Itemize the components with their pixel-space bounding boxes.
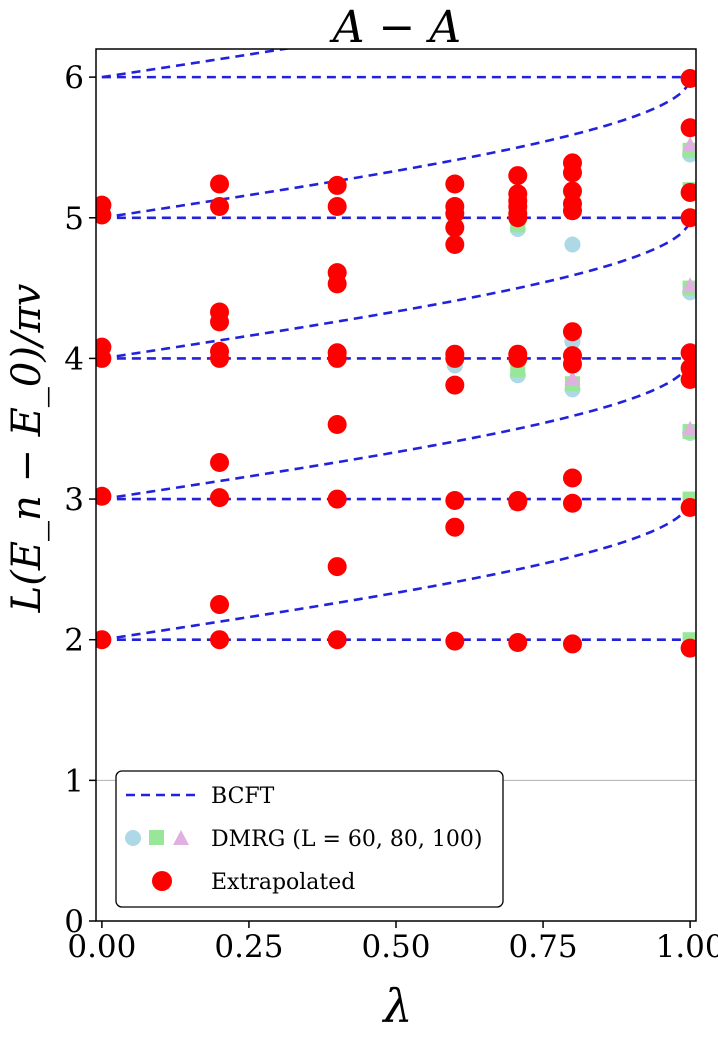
extrapolated-point — [680, 208, 696, 228]
extrapolated-point — [562, 346, 582, 366]
extrapolated-point — [680, 182, 696, 202]
legend-frame — [115, 770, 504, 908]
y-tick-label: 2 — [64, 623, 84, 659]
extrapolated-point — [327, 263, 347, 283]
extrapolated-point — [562, 181, 582, 201]
extrapolated-point — [562, 634, 582, 654]
extrapolated-point — [327, 557, 347, 577]
bcft-curve-rising-from-4 — [101, 217, 692, 360]
extrapolated-point — [327, 415, 347, 435]
extrapolated-point — [680, 343, 696, 363]
extrapolated-point — [327, 343, 347, 363]
y-tick-label: 6 — [64, 60, 84, 96]
y-axis-label: L(E_n − E_0)/πv — [4, 283, 50, 613]
extrapolated-point — [210, 452, 230, 472]
legend: BCFT DMRG (L = 60, 80, 100) Extrapolated — [115, 770, 504, 908]
legend-dmrg-l80-swatch — [149, 830, 164, 845]
extrapolated-point — [508, 184, 528, 204]
extrapolated-point — [562, 322, 582, 342]
extrapolated-point — [562, 468, 582, 488]
y-tick-label: 1 — [64, 763, 84, 799]
extrapolated-point — [562, 153, 582, 173]
x-tick-label: 0.50 — [361, 929, 430, 965]
extrapolated-point — [96, 337, 112, 357]
extrapolated-point — [445, 490, 465, 510]
extrapolated-point — [445, 631, 465, 651]
extrapolated-point — [96, 486, 112, 506]
bcft-curve-rising-from-3 — [101, 358, 692, 501]
x-tick-label: 1.00 — [656, 929, 718, 965]
bcft-curve-rising-from-5 — [101, 76, 692, 220]
dmrg-point-l100 — [682, 420, 696, 436]
extrapolated-point — [210, 488, 230, 508]
bcft-curve-rising-from-2 — [101, 498, 692, 641]
extrapolated-point — [680, 69, 696, 89]
legend-extrapolated-label: Extrapolated — [211, 870, 355, 895]
extrapolated-point — [508, 166, 528, 186]
legend-bcft-label: BCFT — [211, 784, 275, 809]
legend-dmrg-l100-swatch — [173, 830, 189, 845]
extrapolated-point — [327, 489, 347, 509]
dmrg-point-l100 — [564, 370, 581, 386]
y-tick-label: 0 — [64, 904, 84, 940]
dmrg-point-l100 — [682, 277, 696, 293]
extrapolated-point — [508, 633, 528, 653]
x-tick-label: 0.75 — [509, 929, 578, 965]
extrapolated-point — [562, 493, 582, 513]
extrapolated-point — [680, 118, 696, 138]
extrapolated-point — [327, 175, 347, 195]
extrapolated-point — [445, 517, 465, 537]
extrapolated-point — [210, 197, 230, 217]
extrapolated-point — [210, 341, 230, 361]
dmrg-point-l60 — [564, 236, 581, 253]
y-tick-label: 3 — [64, 482, 84, 518]
extrapolated-point — [210, 302, 230, 322]
extrapolated-point — [680, 498, 696, 518]
extrapolated-point — [445, 234, 465, 254]
chart-title: A − A — [329, 2, 461, 53]
extrapolated-point — [96, 195, 112, 215]
extrapolated-point — [508, 490, 528, 510]
x-tick-label: 0.00 — [67, 929, 136, 965]
legend-dmrg-label: DMRG (L = 60, 80, 100) — [211, 827, 482, 852]
y-tick-label: 5 — [64, 201, 84, 237]
extrapolated-point — [445, 375, 465, 395]
legend-dmrg-l60-swatch — [125, 830, 141, 846]
extrapolated-point — [680, 638, 696, 658]
extrapolated-point — [210, 174, 230, 194]
extrapolated-point — [210, 630, 230, 650]
extrapolated-point — [445, 344, 465, 364]
extrapolated-point — [327, 630, 347, 650]
extrapolated-point — [445, 174, 465, 194]
extrapolated-point — [445, 218, 465, 238]
extrapolated-point — [210, 595, 230, 615]
extrapolated-point — [445, 197, 465, 217]
extrapolated-point — [508, 344, 528, 364]
x-axis-label: λ — [381, 979, 412, 1033]
extrapolated-point — [327, 197, 347, 217]
y-tick-label: 4 — [64, 341, 84, 377]
extrapolated-point — [680, 358, 696, 378]
extrapolated-point — [96, 630, 112, 650]
x-tick-label: 0.25 — [214, 929, 283, 965]
legend-extrapolated-swatch — [152, 871, 172, 891]
dmrg-point-l100 — [682, 136, 696, 152]
